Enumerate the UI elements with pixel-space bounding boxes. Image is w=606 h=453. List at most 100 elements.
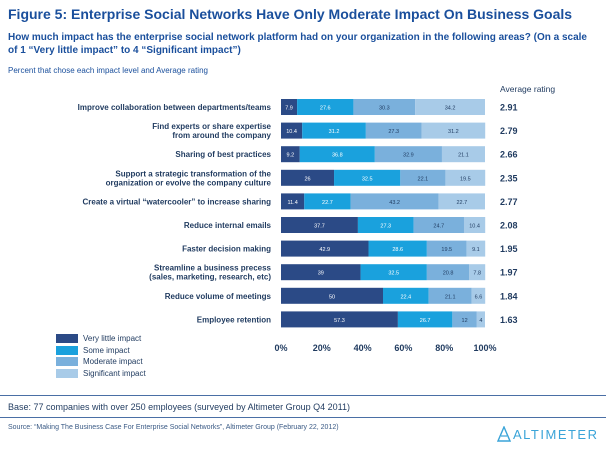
base-note: Base: 77 companies with over 250 employe… (8, 402, 351, 412)
data-label: 26.7 (420, 318, 431, 324)
legend-item: Very little impact (56, 333, 146, 345)
bar-segment (452, 311, 477, 328)
category-label: Reduce internal emails (184, 221, 272, 230)
data-label: 31.2 (448, 129, 459, 135)
data-label: 27.3 (380, 224, 391, 230)
category-label: Faster decision making (182, 245, 271, 254)
chart-subtitle: How much impact has the enterprise socia… (8, 32, 587, 56)
data-label: 7.9 (285, 106, 293, 112)
data-label: 42.9 (319, 247, 330, 253)
chart-note: Percent that chose each impact level and… (8, 66, 208, 75)
bar-segment (400, 169, 446, 186)
x-tick-label: 100% (473, 343, 496, 353)
data-label: 34.2 (445, 106, 456, 112)
bar-segment (299, 146, 375, 163)
chart-title: Figure 5: Enterprise Social Networks Hav… (8, 6, 573, 22)
bar-segment (466, 240, 486, 257)
legend-label: Very little impact (83, 334, 142, 344)
category-label: Find experts or share expertise from arou… (152, 122, 271, 140)
x-tick-label: 60% (394, 343, 412, 353)
bar-segment (281, 193, 305, 210)
category-label: Reduce volume of meetings (165, 292, 272, 301)
category-label: Improve collaboration between department… (78, 103, 272, 112)
average-rating-value: 1.95 (500, 244, 518, 254)
category-label-line: Create a virtual “watercooler” to increa… (82, 197, 271, 206)
data-label: 10.4 (469, 224, 480, 230)
data-label: 7.8 (473, 271, 481, 277)
x-tick-label: 20% (313, 343, 331, 353)
data-label: 27.6 (320, 106, 331, 112)
bar-segment (413, 217, 464, 233)
legend-swatch (56, 357, 78, 367)
bar-segment (353, 99, 416, 115)
altimeter-logo: ALTIMETER (497, 423, 599, 445)
legend-label: Significant impact (83, 368, 146, 378)
category-label-line: Support a strategic transformation of th… (115, 169, 271, 178)
bar-segment (469, 264, 486, 281)
bar-segment (297, 99, 354, 115)
bar-segment (426, 240, 467, 257)
bar-segment (415, 99, 485, 115)
category-label-line: Employee retention (197, 315, 271, 324)
altimeter-logo-text: ALTIMETER (513, 426, 599, 442)
average-rating-value: 2.79 (500, 126, 518, 136)
bar-segment (334, 169, 401, 186)
x-tick-label: 80% (435, 343, 453, 353)
average-rating-header: Average rating (500, 84, 556, 94)
data-label: 22.7 (322, 200, 333, 206)
divider-line (0, 417, 606, 418)
average-rating-value: 2.08 (500, 221, 518, 231)
data-label: 32.5 (388, 271, 399, 277)
bar-segment (383, 287, 429, 304)
category-label: Sharing of best practices (175, 150, 271, 159)
bar-segment (281, 146, 300, 163)
data-label: 22.7 (456, 200, 467, 206)
data-label: 9.2 (287, 153, 295, 159)
bar-segment (365, 122, 422, 139)
data-label: 6.6 (475, 294, 483, 300)
data-label: 30.3 (379, 106, 390, 112)
stacked-bar-chart: Improve collaboration between department… (78, 99, 518, 353)
legend-label: Moderate impact (83, 357, 143, 367)
data-label: 28.6 (392, 247, 403, 253)
category-label-line: Reduce volume of meetings (165, 292, 272, 301)
data-label: 19.5 (441, 247, 452, 253)
category-label-line: Find experts or share expertise (152, 122, 271, 131)
bar-segment (421, 122, 486, 139)
average-rating-value: 1.84 (500, 291, 518, 301)
bar-segment (368, 240, 427, 257)
data-label: 22.4 (400, 294, 411, 300)
bar-segment (281, 169, 335, 186)
category-label-line: Improve collaboration between department… (78, 103, 272, 112)
bar-segment (281, 217, 358, 233)
data-label: 57.3 (334, 318, 345, 324)
data-label: 12 (462, 318, 468, 324)
x-tick-label: 0% (274, 343, 287, 353)
data-label: 50 (329, 294, 335, 300)
x-tick-label: 40% (354, 343, 372, 353)
category-label-line: Sharing of best practices (175, 150, 271, 159)
average-rating-value: 2.77 (500, 197, 518, 207)
data-label: 27.3 (388, 129, 399, 135)
data-label: 10.4 (286, 129, 297, 135)
bar-segment (281, 311, 398, 328)
data-label: 31.2 (329, 129, 340, 135)
altimeter-logo-icon (497, 426, 511, 442)
data-label: 20.8 (443, 271, 454, 277)
bar-segment (374, 146, 442, 163)
legend-item: Moderate impact (56, 356, 146, 368)
data-label: 43.2 (389, 200, 400, 206)
bar-segment (304, 193, 351, 210)
bar-segment (281, 99, 298, 115)
bar-segment (476, 311, 485, 328)
bar-segment (445, 169, 486, 186)
data-label: 21.1 (458, 153, 469, 159)
category-label: Streamline a business precess (sales, mar… (149, 264, 271, 282)
divider-line (0, 395, 606, 396)
bar-segment (441, 146, 485, 163)
data-label: 39 (318, 271, 324, 277)
average-rating-value: 2.66 (500, 150, 518, 160)
average-rating-value: 2.35 (500, 173, 518, 183)
legend: Very little impact Some impact Moderate im… (56, 333, 146, 379)
bar-segment (357, 217, 414, 233)
